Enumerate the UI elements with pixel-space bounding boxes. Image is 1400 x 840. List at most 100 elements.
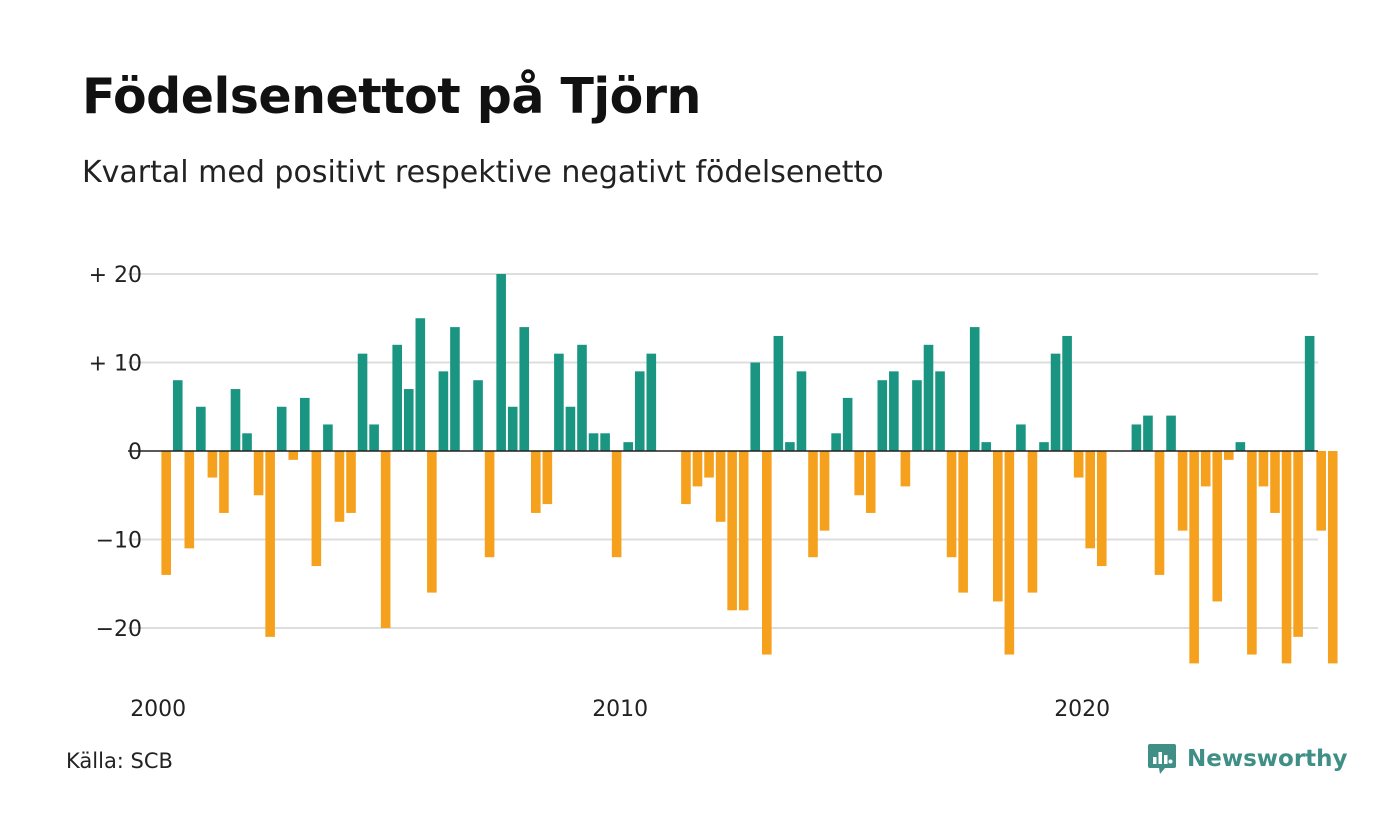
bar xyxy=(1258,451,1269,487)
bar xyxy=(473,380,483,451)
bar xyxy=(588,433,599,451)
source-note: Källa: SCB xyxy=(66,749,173,773)
bar xyxy=(842,397,853,451)
y-tick-label: + 20 xyxy=(89,263,142,288)
bar xyxy=(773,335,784,451)
bars xyxy=(161,274,1338,664)
bar xyxy=(380,451,391,628)
bar xyxy=(889,371,899,451)
bar xyxy=(958,451,968,593)
bar xyxy=(923,344,934,451)
x-tick-label: 2020 xyxy=(1054,697,1110,722)
bar xyxy=(1085,451,1095,549)
bar xyxy=(1281,451,1292,664)
bar xyxy=(1235,442,1246,451)
bar xyxy=(1166,415,1176,451)
bar xyxy=(1062,335,1072,451)
bar xyxy=(1073,451,1084,478)
bar xyxy=(554,353,564,451)
bar xyxy=(207,451,218,478)
bar xyxy=(1016,424,1026,451)
bar xyxy=(276,406,287,451)
bar xyxy=(1270,451,1280,513)
bar xyxy=(323,424,333,451)
bar xyxy=(1224,451,1234,460)
bar xyxy=(762,451,772,655)
x-axis-labels: 2000 2010 2020 xyxy=(130,697,1110,722)
bar xyxy=(242,433,252,451)
bar xyxy=(1096,451,1107,567)
bar xyxy=(577,344,587,451)
y-tick-label: + 10 xyxy=(89,352,142,377)
bar xyxy=(981,442,992,451)
bar xyxy=(1304,335,1315,451)
bar-chart: + 20 + 10 0 −10 −20 2000 2010 2020 xyxy=(89,263,1338,722)
bar xyxy=(727,451,737,611)
bar xyxy=(334,451,345,522)
page-title: Födelsenettot på Tjörn xyxy=(82,68,701,125)
bar xyxy=(519,327,530,451)
bar xyxy=(1004,451,1015,655)
bar xyxy=(1050,353,1061,451)
bar xyxy=(877,380,888,451)
bar xyxy=(230,389,241,451)
bar xyxy=(738,451,749,611)
bar xyxy=(854,451,864,496)
bar xyxy=(288,451,299,460)
bar xyxy=(623,442,633,451)
bar xyxy=(311,451,322,567)
bar xyxy=(542,451,553,505)
bar xyxy=(692,451,703,487)
newsworthy-logo-icon xyxy=(1148,744,1176,774)
bar xyxy=(1200,451,1211,487)
bar xyxy=(1247,451,1257,655)
bar xyxy=(369,424,379,451)
bar xyxy=(507,406,518,451)
bar xyxy=(808,451,818,558)
bar xyxy=(646,353,657,451)
bar xyxy=(912,380,922,451)
bar xyxy=(427,451,437,593)
bar xyxy=(681,451,691,505)
bar xyxy=(865,451,876,513)
bar xyxy=(450,327,460,451)
bar xyxy=(219,451,229,513)
bar xyxy=(357,353,368,451)
bar xyxy=(161,451,171,575)
bar xyxy=(300,397,310,451)
bar xyxy=(1189,451,1199,664)
bar xyxy=(565,406,576,451)
bar xyxy=(438,371,449,451)
bar xyxy=(484,451,495,558)
bar xyxy=(184,451,195,549)
bar xyxy=(819,451,830,531)
bar xyxy=(1316,451,1326,531)
bar xyxy=(634,371,645,451)
bar xyxy=(1327,451,1338,664)
bar xyxy=(831,433,841,451)
bar xyxy=(715,451,726,522)
bar xyxy=(1143,415,1153,451)
newsworthy-logo[interactable]: Newsworthy xyxy=(1147,742,1348,776)
bar xyxy=(403,389,414,451)
bar xyxy=(1027,451,1038,593)
y-tick-label: −10 xyxy=(96,529,142,554)
bar xyxy=(346,451,356,513)
bar xyxy=(785,442,795,451)
bar xyxy=(796,371,807,451)
bar xyxy=(531,451,541,513)
bar xyxy=(1154,451,1165,575)
y-tick-label: −20 xyxy=(96,617,142,642)
bar xyxy=(1293,451,1303,637)
brand-name: Newsworthy xyxy=(1187,746,1348,772)
bar xyxy=(993,451,1003,602)
bar xyxy=(935,371,945,451)
bar xyxy=(253,451,264,496)
bar xyxy=(900,451,911,487)
y-tick-label: 0 xyxy=(128,440,142,465)
bar xyxy=(1212,451,1223,602)
bar xyxy=(172,380,183,451)
bar xyxy=(1131,424,1142,451)
bar xyxy=(496,274,506,451)
bar xyxy=(969,327,980,451)
